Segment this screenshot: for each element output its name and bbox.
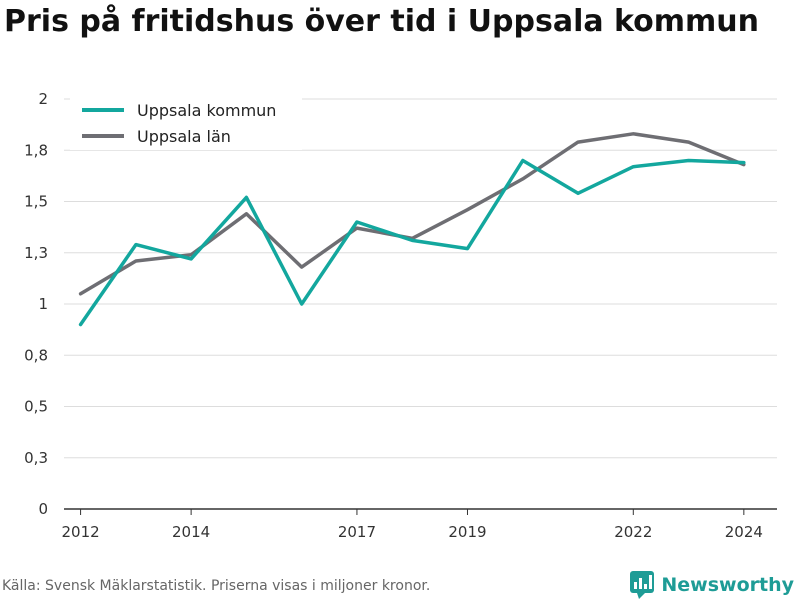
x-tick-label: 2014 bbox=[172, 523, 210, 541]
newsworthy-logo-icon bbox=[629, 570, 655, 600]
brand-logo[interactable]: Newsworthy bbox=[629, 570, 794, 600]
x-axis-labels: 2012 2014 2017 2019 2022 2024 bbox=[61, 523, 762, 541]
brand-name: Newsworthy bbox=[661, 574, 794, 596]
source-note: Källa: Svensk Mäklarstatistik. Priserna … bbox=[2, 578, 430, 594]
y-tick-label: 0 bbox=[38, 500, 48, 518]
y-tick-label: 2 bbox=[38, 90, 48, 108]
y-axis-labels: 0 0,3 0,5 0,8 1 1,3 1,5 1,8 2 bbox=[24, 90, 48, 518]
x-tick-label: 2012 bbox=[61, 523, 99, 541]
legend-label-uppsala-lan: Uppsala län bbox=[137, 127, 231, 146]
y-tick-label: 0,8 bbox=[24, 346, 48, 364]
x-tick-label: 2017 bbox=[338, 523, 376, 541]
y-tick-label: 1,3 bbox=[24, 244, 48, 262]
series-line-uppsala-lan bbox=[81, 134, 744, 294]
y-tick-label: 1,5 bbox=[24, 193, 48, 211]
x-tick-label: 2022 bbox=[614, 523, 652, 541]
y-tick-label: 1,8 bbox=[24, 141, 48, 159]
x-tick-label: 2024 bbox=[725, 523, 763, 541]
series-lines bbox=[81, 134, 744, 325]
legend: Uppsala kommun Uppsala län bbox=[70, 92, 302, 150]
legend-label-uppsala-kommun: Uppsala kommun bbox=[137, 101, 276, 120]
x-tick-label: 2019 bbox=[448, 523, 486, 541]
series-line-uppsala-kommun bbox=[81, 161, 744, 325]
y-tick-label: 0,3 bbox=[24, 449, 48, 467]
y-tick-label: 0,5 bbox=[24, 398, 48, 416]
line-chart: 00,30,50,811,31,51,82 2012 2014 2017 2019 20… bbox=[0, 0, 800, 600]
y-tick-label: 1 bbox=[38, 295, 48, 313]
